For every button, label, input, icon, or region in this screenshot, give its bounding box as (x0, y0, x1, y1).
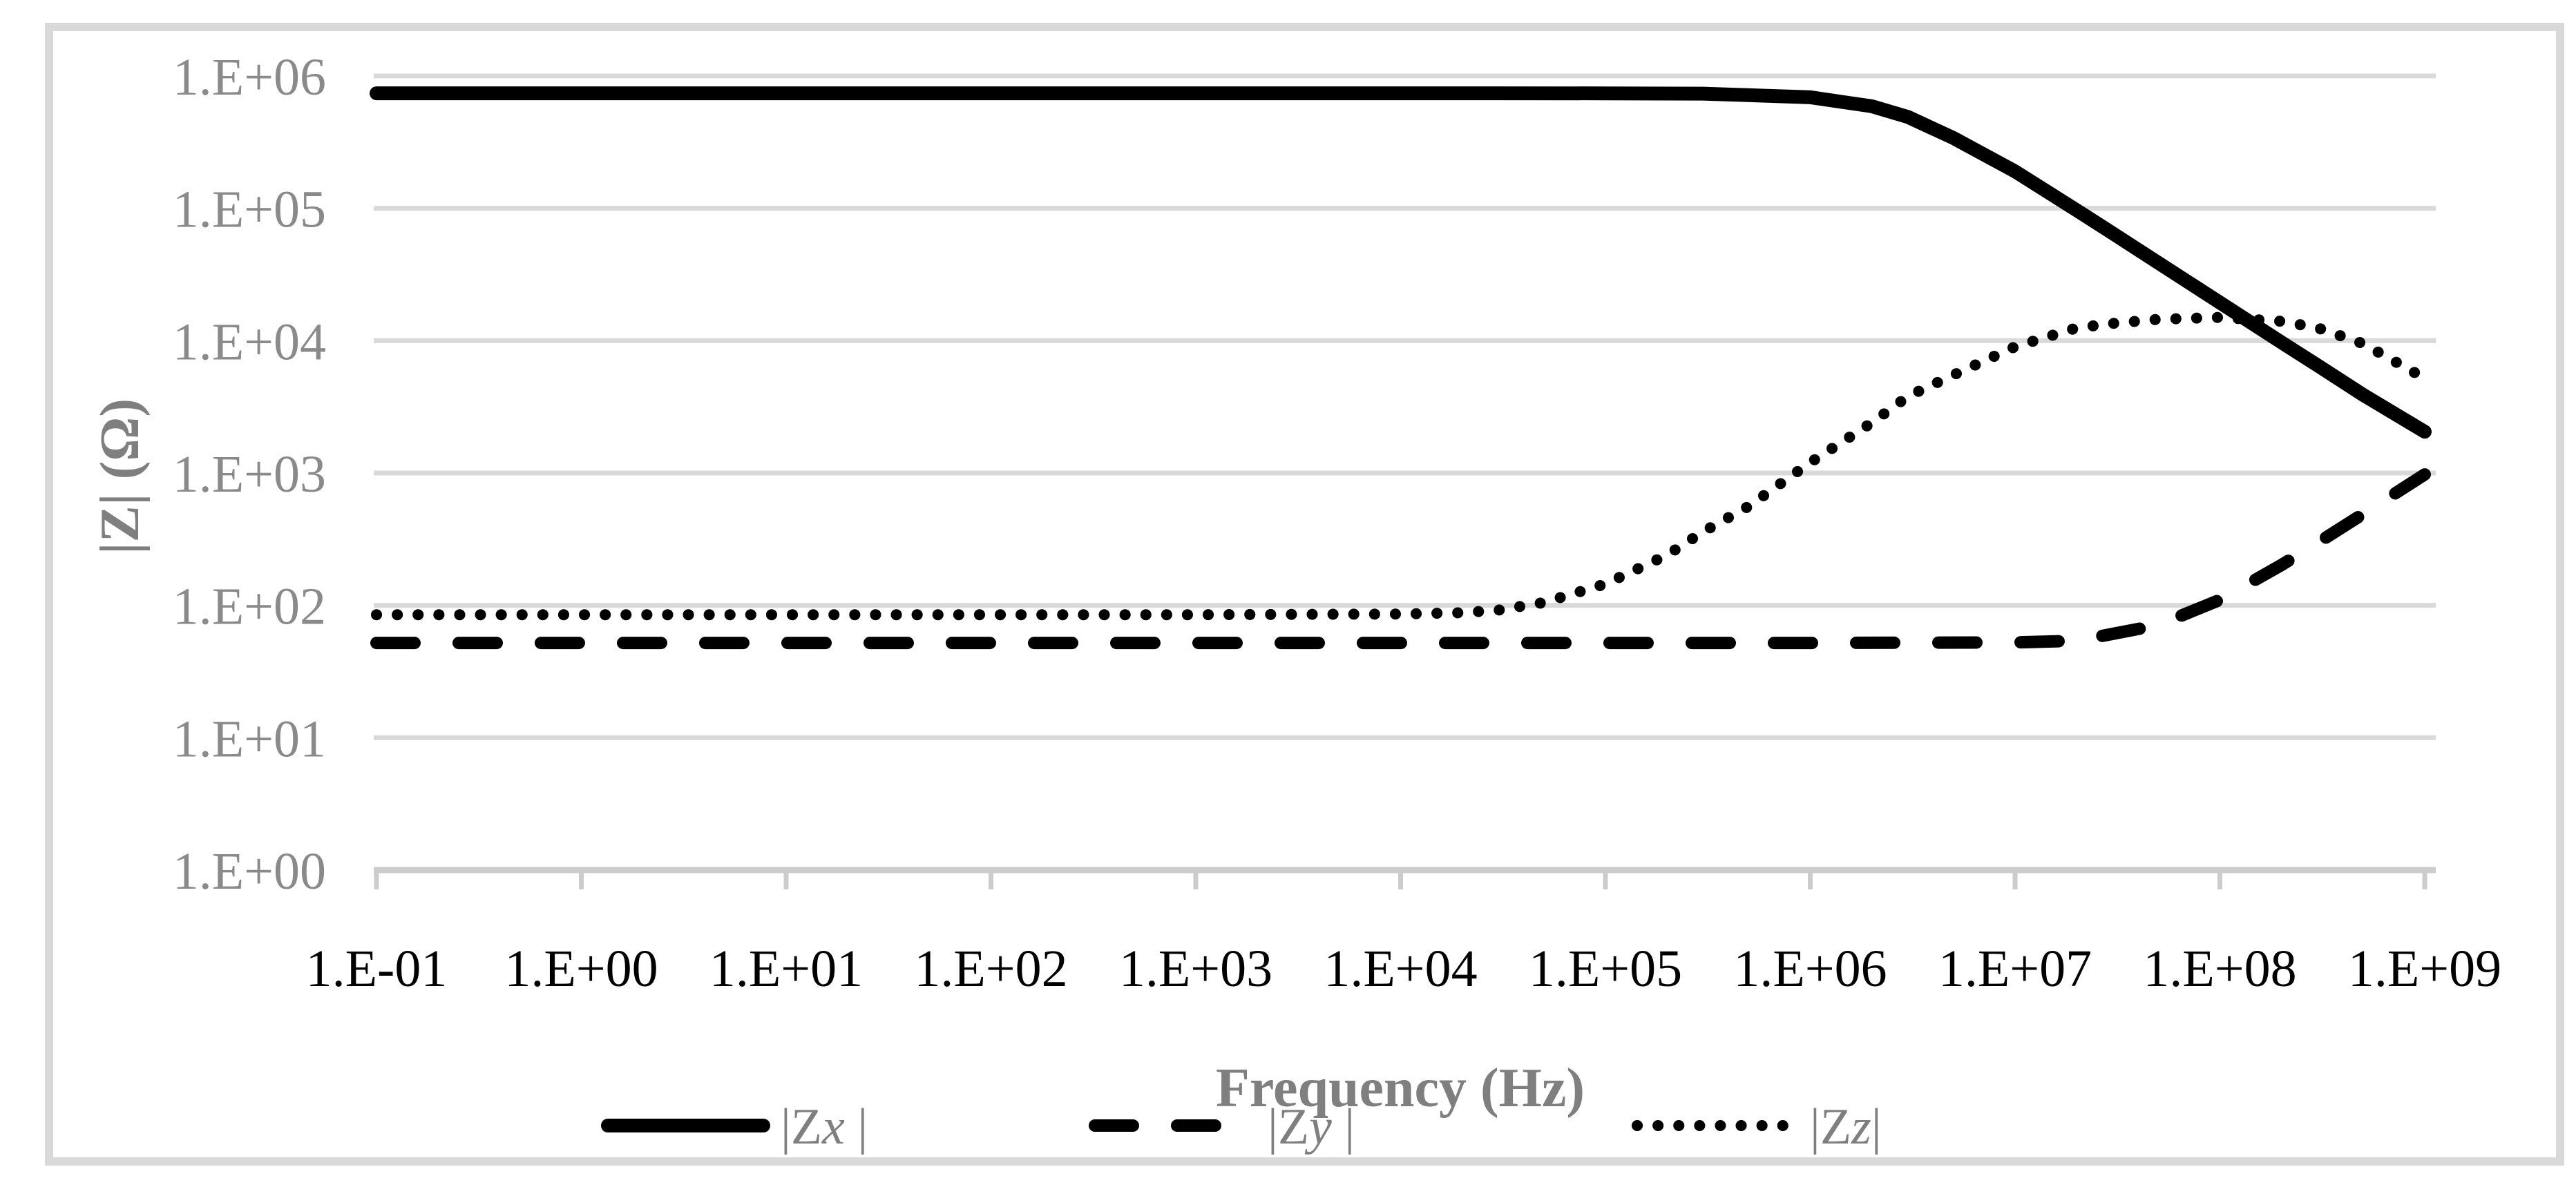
series-curve-y (370, 468, 2431, 650)
series-curve-x (370, 86, 2432, 439)
y-tick-label: 1.E+01 (173, 710, 326, 768)
legend-item-zy: |Zy | (1089, 1099, 1355, 1155)
y-tick-label: 1.E+02 (173, 578, 326, 636)
plot-area: 1.E+06 1.E+05 1.E+04 1.E+03 1.E+02 1.E+01 1.E+… (173, 48, 2501, 998)
x-tick-label: 1.E+03 (1119, 940, 1272, 998)
chart-frame-border (45, 23, 2564, 1166)
series-curve-z (371, 311, 2430, 621)
x-axis-title: Frequency (Hz) (1216, 1058, 1585, 1119)
y-tick-label: 1.E+03 (173, 445, 326, 503)
legend-item-zz: |Zz| (1632, 1099, 1882, 1155)
legend-label-zz: |Zz| (1810, 1099, 1882, 1155)
x-tick-label: 1.E+07 (1938, 940, 2092, 998)
legend-label-zx: |Zx | (781, 1099, 868, 1155)
x-tick-label: 1.E+05 (1529, 940, 1682, 998)
x-tick-label: 1.E-01 (306, 940, 448, 998)
x-tick-label: 1.E+06 (1733, 940, 1887, 998)
x-tick-label: 1.E+09 (2348, 940, 2501, 998)
y-axis-title: |Z| (Ω) (90, 398, 151, 554)
legend-item-zx: |Zx | (601, 1099, 868, 1155)
y-tick-label: 1.E+06 (173, 48, 326, 106)
y-tick-label: 1.E+04 (173, 313, 326, 371)
x-tick-label: 1.E+00 (504, 940, 658, 998)
legend-label-zy: |Zy | (1268, 1099, 1355, 1155)
x-tick-label: 1.E+02 (914, 940, 1067, 998)
x-tick-label: 1.E+04 (1324, 940, 1477, 998)
x-tick-label: 1.E+01 (709, 940, 863, 998)
legend: |Zx | |Zy | |Zz| (601, 1099, 1882, 1155)
y-tick-label: 1.E+00 (173, 842, 326, 900)
y-tick-label: 1.E+05 (173, 181, 326, 239)
x-tick-label: 1.E+08 (2143, 940, 2296, 998)
